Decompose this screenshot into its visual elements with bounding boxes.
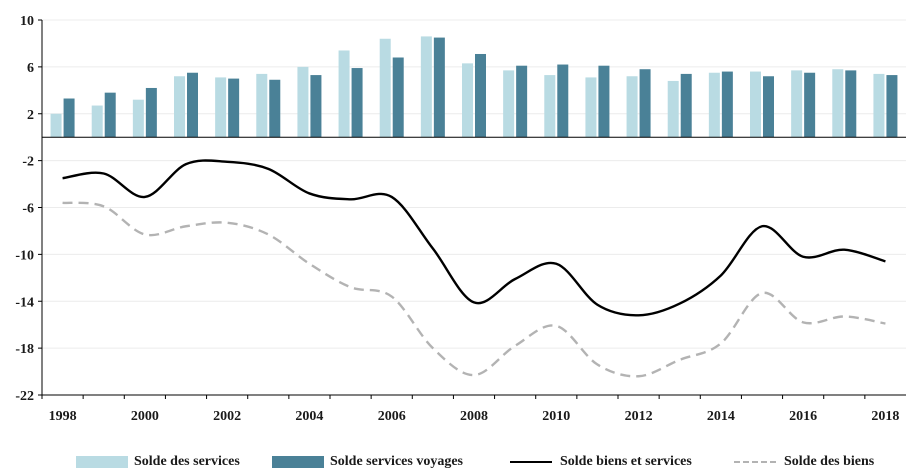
bar bbox=[63, 98, 75, 138]
line-series bbox=[62, 159, 886, 378]
bar bbox=[297, 66, 309, 138]
grid-lines bbox=[42, 19, 906, 396]
x-tick-label: 1998 bbox=[49, 409, 77, 424]
bar bbox=[873, 73, 885, 138]
bar bbox=[379, 38, 391, 138]
bar bbox=[228, 78, 240, 138]
x-tick-label: 2006 bbox=[378, 409, 406, 424]
x-tick-label: 2012 bbox=[625, 409, 653, 424]
x-tick-label: 2004 bbox=[295, 409, 323, 424]
series-line bbox=[62, 159, 886, 317]
bar bbox=[433, 37, 445, 138]
y-tick-label: 2 bbox=[27, 108, 34, 123]
y-tick-labels: 10 6 2 -2 -6 -10 -14 -18 -22 bbox=[15, 14, 34, 404]
bar bbox=[462, 63, 473, 138]
x-tick-labels: 1998 2000 2002 2004 2006 2008 2010 2012 2014 2016… bbox=[49, 409, 900, 424]
bar bbox=[750, 71, 761, 138]
x-tick-label: 2016 bbox=[789, 409, 817, 424]
legend-label-services: Solde des services bbox=[134, 454, 240, 469]
bar bbox=[187, 72, 198, 138]
bar bbox=[639, 69, 651, 138]
x-tick-label: 2002 bbox=[213, 409, 241, 424]
axes bbox=[38, 19, 906, 399]
y-tick-label: -6 bbox=[22, 202, 34, 217]
bar bbox=[338, 50, 350, 138]
x-tick-label: 2008 bbox=[460, 409, 488, 424]
y-tick-label: -22 bbox=[15, 389, 34, 404]
bar bbox=[680, 73, 692, 138]
x-tick-label: 2000 bbox=[131, 409, 159, 424]
bar bbox=[804, 72, 816, 138]
y-tick-label: -14 bbox=[15, 295, 34, 310]
bar bbox=[708, 72, 720, 138]
bar bbox=[145, 87, 157, 138]
bar bbox=[832, 69, 844, 138]
bar bbox=[791, 70, 803, 138]
bar bbox=[256, 73, 268, 138]
y-tick-label: -10 bbox=[15, 248, 34, 263]
bar bbox=[544, 75, 556, 138]
bar bbox=[50, 113, 62, 138]
bar bbox=[420, 36, 432, 138]
y-tick-label: 10 bbox=[20, 14, 34, 29]
bar bbox=[585, 77, 597, 138]
bar bbox=[763, 76, 774, 138]
bar bbox=[557, 64, 569, 138]
bar bbox=[215, 77, 227, 138]
bar bbox=[174, 76, 185, 138]
bar bbox=[351, 68, 363, 138]
bar bbox=[626, 76, 638, 138]
bar bbox=[104, 92, 116, 138]
x-tick-label: 2010 bbox=[542, 409, 570, 424]
legend-swatch-biens-services bbox=[510, 461, 552, 463]
legend-swatch-services bbox=[76, 456, 128, 468]
bar bbox=[91, 105, 103, 138]
series-line bbox=[62, 201, 886, 378]
bar bbox=[667, 80, 679, 138]
y-tick-label: 6 bbox=[27, 61, 34, 76]
legend-item-biens: Solde des biens bbox=[734, 454, 874, 470]
bar bbox=[503, 70, 515, 138]
bar bbox=[269, 79, 281, 138]
bar bbox=[132, 99, 144, 138]
x-tick-label: 2018 bbox=[871, 409, 899, 424]
bar-series bbox=[50, 36, 898, 138]
bar bbox=[886, 75, 898, 138]
chart-svg: 10 6 2 -2 -6 -10 -14 -18 -22 1998 2000 2002 2004 200… bbox=[15, 14, 906, 424]
legend-label-biens-services: Solde biens et services bbox=[560, 454, 692, 469]
legend-label-biens: Solde des biens bbox=[784, 454, 875, 469]
legend-item-biens-services: Solde biens et services bbox=[510, 454, 692, 470]
legend-label-services-voyages: Solde services voyages bbox=[330, 454, 463, 469]
bar bbox=[516, 65, 528, 138]
legend-swatch-biens bbox=[734, 461, 776, 463]
x-tick-label: 2014 bbox=[707, 409, 735, 424]
legend-item-services: Solde des services bbox=[76, 454, 240, 470]
bar bbox=[392, 57, 404, 138]
y-tick-label: -2 bbox=[22, 155, 34, 170]
bar bbox=[598, 65, 610, 138]
bar bbox=[310, 75, 322, 138]
bar bbox=[721, 71, 733, 138]
legend-item-services-voyages: Solde services voyages bbox=[272, 454, 463, 470]
bar bbox=[475, 53, 486, 138]
bar bbox=[845, 70, 857, 138]
legend-swatch-services-voyages bbox=[272, 456, 324, 468]
y-tick-label: -18 bbox=[15, 342, 34, 357]
legend: Solde des services Solde services voyage… bbox=[0, 452, 907, 474]
